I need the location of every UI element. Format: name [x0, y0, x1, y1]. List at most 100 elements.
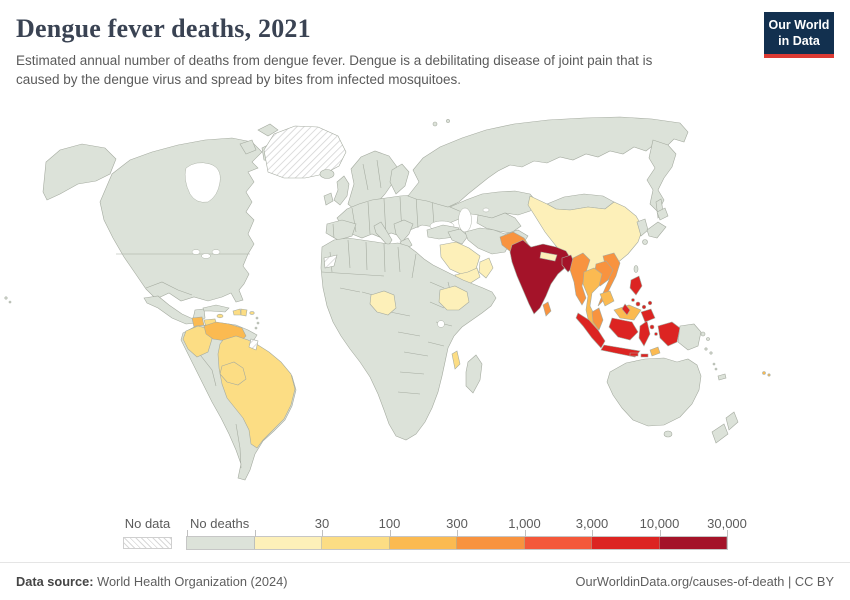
country-united-kingdom[interactable]: [333, 175, 350, 206]
country-greenland[interactable]: [263, 125, 347, 179]
region-iberia[interactable]: [325, 219, 357, 241]
country-australia[interactable]: [606, 357, 702, 427]
region-new-ireland[interactable]: [706, 337, 710, 341]
country-oman[interactable]: [478, 257, 494, 279]
country-western-sahara[interactable]: [323, 254, 338, 269]
country-indonesia-maluku-1[interactable]: [649, 324, 655, 330]
country-indonesia-sulawesi[interactable]: [638, 320, 651, 347]
region-balkans[interactable]: [393, 219, 414, 243]
country-indonesia-kalimantan[interactable]: [608, 317, 639, 341]
country-taiwan[interactable]: [633, 265, 639, 273]
country-russia[interactable]: [407, 116, 689, 208]
country-philippines-mindanao[interactable]: [640, 308, 656, 323]
region-central-asia[interactable]: [476, 212, 522, 234]
legend-bin-30-100[interactable]: [322, 537, 390, 549]
region-new-britain[interactable]: [700, 331, 706, 337]
owid-link[interactable]: OurWorldinData.org/causes-of-death: [575, 574, 785, 589]
country-fiji-1[interactable]: [762, 371, 766, 375]
region-lesser-antilles-2[interactable]: [256, 321, 260, 325]
legend-bin-1000-3000[interactable]: [524, 537, 592, 549]
country-malaysia-peninsula[interactable]: [591, 307, 604, 331]
region-europe-mainland[interactable]: [336, 194, 467, 239]
country-colombia[interactable]: [182, 325, 213, 358]
region-hawaii[interactable]: [4, 296, 8, 300]
region-solomon-1[interactable]: [704, 347, 708, 351]
legend-bar: [186, 536, 728, 550]
legend-label-30-100: 100: [378, 516, 401, 531]
legend-bin-3000-10000[interactable]: [592, 537, 660, 549]
legend-bin-10000-30000[interactable]: [659, 537, 727, 549]
legend-tick-8: [727, 530, 728, 537]
country-philippines-visayas-3[interactable]: [647, 300, 653, 306]
country-indonesia-sumatra[interactable]: [575, 312, 606, 349]
legend-no-data-swatch[interactable]: [123, 537, 172, 549]
country-philippines-mindoro[interactable]: [631, 298, 635, 302]
country-papua-new-guinea[interactable]: [677, 323, 702, 351]
region-lesser-antilles-1[interactable]: [255, 316, 259, 320]
country-indonesia-papua[interactable]: [657, 321, 681, 347]
country-dominican-republic[interactable]: [240, 308, 248, 317]
country-italy[interactable]: [373, 221, 393, 247]
region-arctic-isle-2[interactable]: [446, 119, 450, 123]
country-ireland[interactable]: [323, 192, 334, 206]
country-philippines-luzon[interactable]: [629, 275, 643, 296]
region-levant-iraq[interactable]: [447, 228, 469, 245]
region-vanuatu-2[interactable]: [714, 367, 718, 371]
country-philippines-palawan[interactable]: [621, 303, 631, 316]
country-japan-honshu[interactable]: [646, 221, 667, 239]
country-mongolia[interactable]: [546, 193, 615, 211]
country-fiji-2[interactable]: [767, 373, 771, 377]
country-indonesia-sunda-2[interactable]: [640, 353, 649, 358]
country-bolivia[interactable]: [219, 361, 247, 386]
country-ethiopia[interactable]: [438, 285, 470, 311]
hudson-bay: [184, 162, 221, 203]
page-title: Dengue fever deaths, 2021: [16, 14, 311, 43]
country-cambodia[interactable]: [599, 290, 615, 307]
country-new-zealand-north[interactable]: [725, 411, 739, 431]
region-canada-usa[interactable]: [99, 137, 263, 303]
region-hawaii-2[interactable]: [8, 300, 12, 304]
border-europe-internal: [351, 195, 435, 237]
region-ellesmere[interactable]: [257, 123, 279, 137]
legend-bin-lt-30[interactable]: [254, 537, 322, 549]
country-iceland[interactable]: [319, 169, 335, 179]
country-philippines-visayas-1[interactable]: [635, 301, 641, 307]
legend-tick-1: [254, 530, 256, 537]
country-japan-hokkaido[interactable]: [656, 207, 669, 221]
legend-bin-100-300[interactable]: [389, 537, 457, 549]
border-norway-sweden: [362, 159, 382, 191]
region-solomon-2[interactable]: [709, 351, 713, 355]
country-sri-lanka[interactable]: [542, 301, 552, 317]
region-tasmania[interactable]: [663, 430, 673, 438]
country-mexico[interactable]: [143, 295, 206, 325]
country-guatemala[interactable]: [191, 316, 205, 328]
country-alaska[interactable]: [42, 143, 117, 201]
country-new-zealand-south[interactable]: [711, 423, 729, 444]
country-nepal[interactable]: [539, 251, 558, 262]
legend-label-3000-10000: 10,000: [639, 516, 680, 531]
region-vanuatu-1[interactable]: [712, 362, 716, 366]
country-malawi[interactable]: [451, 350, 461, 370]
country-puerto-rico[interactable]: [249, 311, 255, 315]
country-jamaica[interactable]: [216, 313, 224, 319]
country-india[interactable]: [509, 239, 578, 315]
country-finland[interactable]: [389, 163, 410, 195]
country-myanmar[interactable]: [569, 252, 591, 306]
country-philippines-visayas-2[interactable]: [641, 304, 647, 310]
legend-bin-300-1000[interactable]: [457, 537, 525, 549]
region-new-caledonia[interactable]: [717, 373, 727, 381]
region-arctic-islands[interactable]: [239, 139, 257, 155]
owid-logo[interactable]: Our World in Data: [764, 12, 834, 59]
country-timor-leste[interactable]: [649, 346, 661, 357]
country-japan-kyushu[interactable]: [642, 239, 648, 245]
region-arctic-isle-1[interactable]: [432, 121, 438, 127]
country-nigeria[interactable]: [369, 290, 397, 316]
country-indonesia-maluku-2[interactable]: [654, 332, 658, 336]
country-indonesia-sunda-1[interactable]: [629, 352, 639, 357]
country-cuba[interactable]: [202, 304, 230, 313]
country-haiti[interactable]: [232, 308, 242, 316]
country-french-guiana[interactable]: [248, 338, 259, 351]
legend-bin-no-deaths[interactable]: [187, 537, 255, 549]
region-lesser-antilles-3[interactable]: [254, 326, 258, 330]
country-madagascar[interactable]: [465, 354, 483, 394]
